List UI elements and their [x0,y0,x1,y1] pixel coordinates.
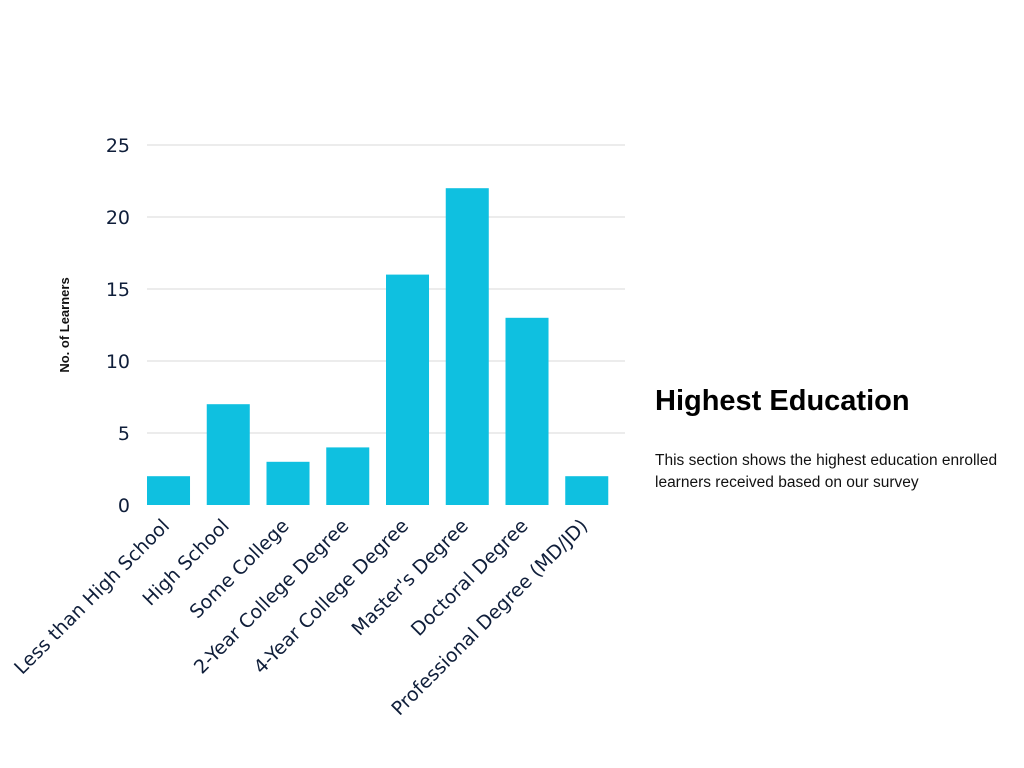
bar [505,317,549,505]
y-tick-label: 15 [106,279,130,301]
bar [445,188,489,505]
bar [386,274,430,505]
y-tick-label: 0 [118,495,130,517]
chart-bars [147,188,609,505]
section-title: Highest Education [655,385,910,417]
y-tick-label: 10 [106,351,130,373]
bar [147,476,191,505]
bar [565,476,609,505]
side-panel: Highest Education This section shows the… [655,382,1015,494]
y-tick-label: 25 [106,135,130,157]
y-tick-label: 5 [118,423,130,445]
bar [206,404,250,505]
bar [266,461,310,505]
y-axis-title: No. of Learners [57,277,72,372]
y-axis-ticks: 0 5 10 15 20 25 [106,135,130,517]
bar [326,447,370,505]
y-tick-label: 20 [106,207,130,229]
section-description: This section shows the highest education… [655,452,998,491]
